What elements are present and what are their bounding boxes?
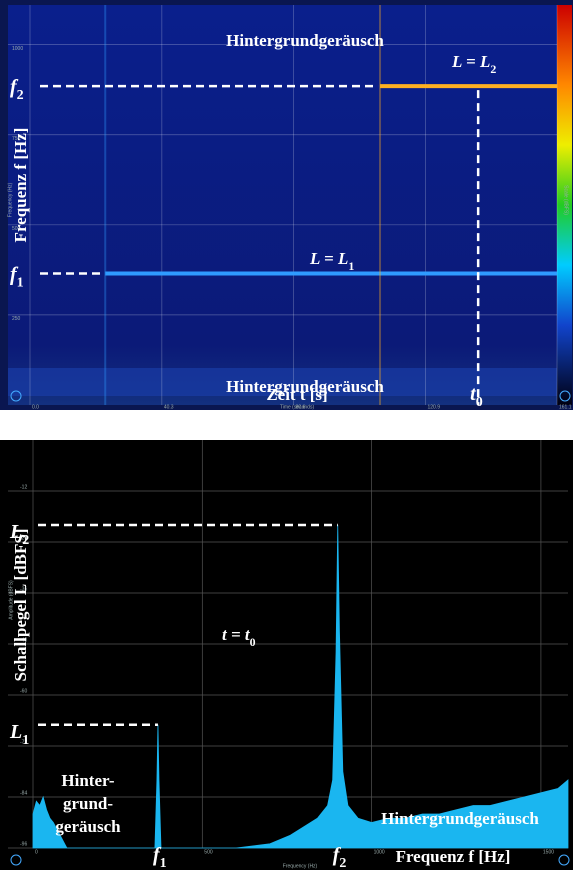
marker-label-sub: 1 <box>22 732 29 747</box>
axis-label: Amplitude (dBFS) <box>8 580 14 620</box>
y-tick-label: -60 <box>20 688 27 694</box>
marker-label-sub: 2 <box>339 856 346 870</box>
axis-title: Zeit t [s] <box>266 385 327 404</box>
annotation: Hintergrundgeräusch <box>381 809 539 828</box>
x-tick-label: 120.9 <box>427 404 440 410</box>
y-tick-label: -84 <box>20 790 27 796</box>
marker-label-sub: 1 <box>17 275 24 290</box>
axis-label: Frequency (Hz) <box>7 182 13 217</box>
axis-label: Time (seconds) <box>280 404 315 410</box>
annotation-sub: 2 <box>490 62 496 76</box>
marker-label-main: L <box>9 720 22 742</box>
marker-label-sub: 1 <box>160 856 167 870</box>
y-tick-label: 1000 <box>12 46 23 52</box>
axis-label: Frequency (Hz) <box>283 863 318 869</box>
x-tick-label: 500 <box>204 849 213 855</box>
annotation: geräusch <box>55 817 121 836</box>
annotation-main: L = L <box>309 249 348 268</box>
x-tick-label: 0.0 <box>32 404 39 410</box>
figure: 25050075010000.040.380.6120.9161.1f2f1t0… <box>0 0 573 870</box>
x-tick-label: 1000 <box>374 849 385 855</box>
tone-onset <box>379 5 381 405</box>
axis-title: Frequenz f [Hz] <box>11 128 30 243</box>
annotation-sub: 1 <box>348 259 354 273</box>
tone-onset <box>104 5 106 405</box>
axis-title: Frequenz f [Hz] <box>396 847 511 866</box>
x-tick-label: 0 <box>35 849 38 855</box>
y-tick-label: -96 <box>20 841 27 847</box>
annotation-main: L = L <box>451 52 490 71</box>
annotation: grund- <box>63 794 113 813</box>
axis-label: Scale (dBFS) <box>563 185 569 215</box>
annotation: Hintergrundgeräusch <box>226 31 384 50</box>
x-tick-label: 161.1 <box>559 404 572 410</box>
annotation: Hinter- <box>61 771 115 790</box>
y-tick-label: -12 <box>20 484 27 490</box>
y-tick-label: 250 <box>12 316 21 322</box>
annotation-sub: 0 <box>250 635 256 649</box>
marker-label-sub: 2 <box>17 88 24 103</box>
marker-label-sub: 0 <box>476 395 483 410</box>
page: 25050075010000.040.380.6120.9161.1f2f1t0… <box>0 0 573 870</box>
annotation-main: t = t <box>222 625 251 644</box>
x-tick-label: 1500 <box>543 849 554 855</box>
x-tick-label: 40.3 <box>164 404 174 410</box>
